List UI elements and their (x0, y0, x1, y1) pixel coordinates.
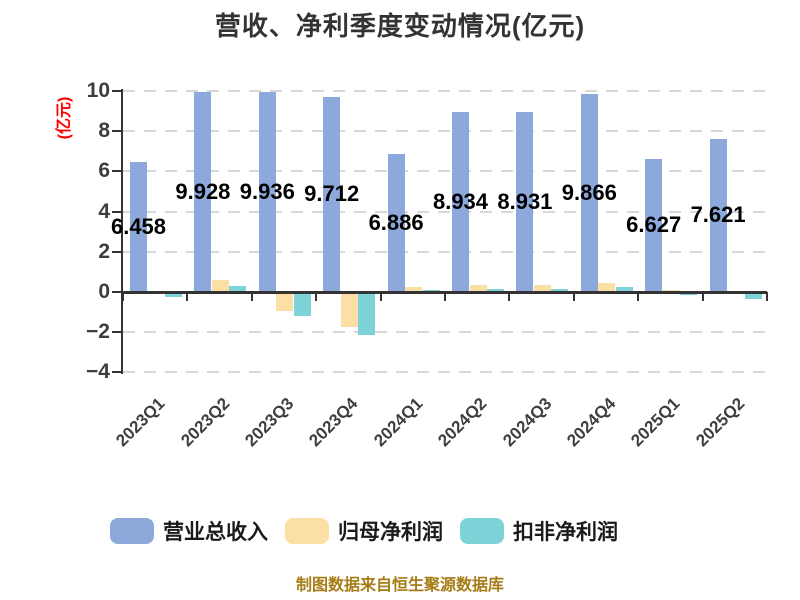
y-axis-line (121, 89, 123, 374)
data-source-caption: 制图数据来自恒生聚源数据库 (295, 577, 504, 594)
bar-non-gaap-net-profit-2023Q2 (229, 285, 247, 292)
bar-total-revenue-2024Q2 (452, 112, 469, 292)
bar-net-profit-attributable-2024Q1 (405, 286, 423, 292)
legend-item-non-gaap-net-profit: 扣非净利润 (460, 516, 618, 546)
legend-item-net-profit-attributable: 归母净利润 (285, 516, 443, 546)
bar-net-profit-attributable-2023Q3 (276, 293, 294, 312)
y-tick-label-10: 10 (86, 79, 110, 102)
bar-total-revenue-2023Q3 (258, 92, 276, 292)
bar-net-profit-attributable-2024Q2 (469, 284, 487, 292)
y-tick-label--2: −2 (86, 320, 110, 344)
bar-value-label-2024Q4: 9.866 (561, 179, 617, 205)
legend-swatch-total-revenue (110, 518, 154, 544)
legend-swatch-non-gaap-net-profit (460, 518, 504, 544)
legend: 营业总收入 归母净利润 扣非净利润 (110, 516, 618, 546)
bar-total-revenue-2023Q2 (194, 92, 212, 292)
x-tick-mark-4 (379, 292, 382, 301)
bar-total-revenue-2023Q4 (323, 96, 341, 292)
x-tick-mark-1 (186, 292, 189, 301)
bar-value-label-2023Q3: 9.936 (239, 179, 295, 205)
bar-value-label-2023Q1: 6.458 (110, 214, 167, 240)
bar-net-profit-attributable-2023Q2 (211, 279, 229, 292)
legend-label-total-revenue: 营业总收入 (163, 521, 268, 544)
y-tick-label-8: 8 (98, 119, 110, 143)
gridline-2 (123, 250, 768, 253)
y-tick-mark-10 (112, 90, 122, 92)
x-tick-mark-8 (637, 292, 640, 301)
gridline--2 (123, 331, 768, 334)
legend-item-total-revenue: 营业总收入 (110, 516, 268, 546)
bar-non-gaap-net-profit-2024Q3 (551, 288, 569, 292)
bar-value-label-2024Q1: 6.886 (368, 209, 424, 235)
x-tick-mark-3 (315, 292, 318, 301)
bar-value-label-2025Q1: 6.627 (626, 212, 682, 238)
bar-non-gaap-net-profit-2023Q4 (358, 293, 376, 336)
bar-total-revenue-2023Q1 (130, 162, 147, 292)
y-tick-mark-6 (112, 170, 122, 173)
bar-total-revenue-2024Q3 (516, 112, 534, 292)
bar-non-gaap-net-profit-2023Q3 (293, 293, 311, 317)
bar-value-label-2025Q2: 7.621 (690, 202, 746, 228)
bar-total-revenue-2025Q2 (709, 138, 727, 292)
bar-net-profit-attributable-2023Q4 (340, 293, 358, 328)
y-tick-label-6: 6 (98, 159, 110, 183)
y-tick-label-0: 0 (98, 280, 110, 303)
y-tick-mark-8 (112, 130, 122, 133)
chart-title: 营收、净利季度变动情况(亿元) (214, 11, 586, 41)
gridline-10 (123, 90, 768, 92)
gridline-8 (123, 130, 768, 133)
bar-value-label-2023Q2: 9.928 (175, 179, 231, 205)
y-tick-mark--2 (112, 331, 122, 334)
x-tick-mark-2 (250, 292, 253, 301)
bar-non-gaap-net-profit-2025Q1 (680, 293, 698, 295)
y-tick-label-2: 2 (98, 239, 110, 263)
bar-total-revenue-2025Q1 (645, 158, 663, 292)
bar-net-profit-attributable-2024Q4 (598, 282, 616, 292)
legend-label-non-gaap-net-profit: 扣非净利润 (513, 521, 618, 544)
x-tick-mark-9 (701, 292, 704, 301)
x-tick-mark-10 (766, 292, 768, 301)
y-tick-mark-4 (112, 210, 122, 213)
x-tick-mark-7 (572, 292, 575, 301)
bar-value-label-2023Q4: 9.712 (304, 181, 360, 207)
bar-non-gaap-net-profit-2024Q4 (615, 286, 633, 292)
x-tick-mark-5 (444, 292, 446, 301)
bar-total-revenue-2024Q4 (580, 93, 598, 292)
y-tick-mark--4 (112, 371, 122, 374)
gridline--4 (123, 371, 768, 374)
gridline-4 (123, 210, 768, 213)
bar-net-profit-attributable-2024Q3 (533, 284, 551, 292)
legend-swatch-net-profit-attributable (285, 518, 329, 544)
bar-non-gaap-net-profit-2023Q1 (165, 293, 182, 298)
bar-value-label-2024Q2: 8.934 (432, 189, 489, 215)
y-tick-mark-0 (112, 291, 122, 293)
x-tick-mark-6 (508, 292, 511, 301)
bar-non-gaap-net-profit-2025Q2 (744, 293, 762, 300)
bar-total-revenue-2024Q1 (387, 153, 405, 292)
bar-non-gaap-net-profit-2024Q2 (487, 288, 504, 292)
y-tick-mark-2 (112, 250, 122, 253)
bar-value-label-2024Q3: 8.931 (497, 189, 553, 215)
x-tick-mark-0 (122, 292, 124, 301)
legend-label-net-profit-attributable: 归母净利润 (338, 521, 443, 544)
y-tick-label-4: 4 (98, 199, 110, 223)
y-tick-label--4: −4 (86, 360, 110, 384)
gridline-6 (123, 170, 768, 173)
